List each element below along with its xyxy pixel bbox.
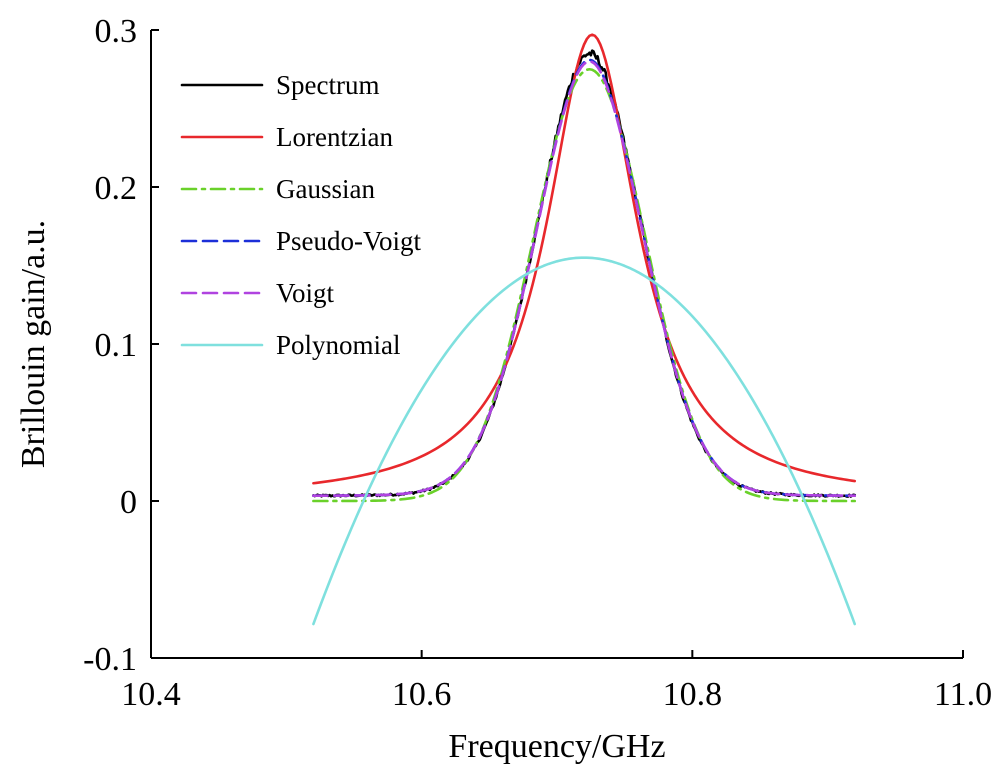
series-line-lorentzian	[312, 33, 857, 485]
y-tick-label: -0.1	[83, 641, 137, 678]
x-tick-label: 10.4	[121, 676, 181, 713]
y-tick-label: 0.3	[95, 13, 138, 50]
y-tick-label: 0.2	[95, 170, 138, 207]
y-axis-title: Brillouin gain/a.u.	[15, 220, 52, 468]
x-tick-label: 11.0	[934, 676, 992, 713]
x-axis-title: Frequency/GHz	[448, 728, 665, 765]
x-tick-label: 10.6	[392, 676, 452, 713]
legend-label: Voigt	[276, 278, 335, 308]
series-line-polynomial	[312, 256, 857, 626]
plot-area	[312, 33, 857, 626]
legend-label: Gaussian	[276, 174, 375, 204]
legend-label: Pseudo-Voigt	[276, 226, 422, 256]
legend-label: Lorentzian	[276, 122, 393, 152]
y-tick-label: 0.1	[95, 327, 138, 364]
legend-label: Spectrum	[276, 70, 379, 100]
y-axis-ticks: -0.1 0 0.1 0.2 0.3	[83, 13, 159, 678]
series-line-gaussian	[312, 67, 857, 503]
series-line-voigt	[312, 60, 857, 498]
x-axis-ticks: 10.4 10.6 10.8 11.0	[121, 650, 992, 713]
y-tick-label: 0	[120, 484, 137, 521]
legend: Spectrum Lorentzian Gaussian Pseudo-Voigt Vo…	[180, 70, 422, 360]
series-line-pseudo-voigt	[312, 58, 857, 498]
x-tick-label: 10.8	[663, 676, 723, 713]
series-line-spectrum	[312, 49, 857, 498]
legend-label: Polynomial	[276, 330, 401, 360]
